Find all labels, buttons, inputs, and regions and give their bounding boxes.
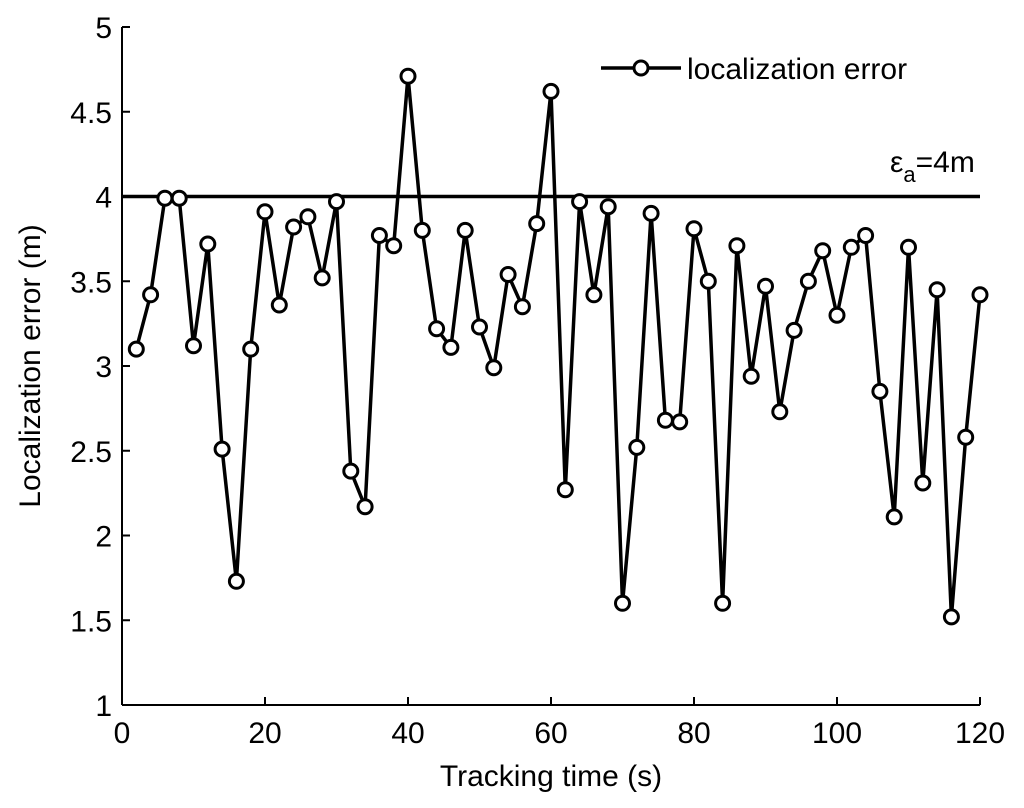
data-point [957,428,975,446]
data-point [799,272,817,290]
y-tick-label: 3 [95,351,112,384]
x-tick-label: 20 [248,717,281,750]
data-point [185,337,202,355]
x-tick-label: 60 [534,717,567,750]
y-tick-label: 5 [95,12,112,45]
data-point [513,298,531,316]
x-tick-label: 120 [955,717,1005,750]
data-point [656,411,674,429]
data-point [642,204,660,222]
data-point [270,296,288,314]
data-point [399,67,417,85]
data-point [942,608,960,626]
data-point [227,572,245,590]
data-point [199,235,217,253]
data-point [842,238,860,256]
y-tick-label: 4.5 [70,97,112,130]
data-point [213,440,231,458]
legend-marker [632,59,650,77]
data-point [828,306,846,324]
data-point [342,462,360,480]
y-tick-label: 2.5 [70,436,112,469]
data-point [900,238,917,256]
data-point [456,221,474,239]
reference-label-epsilon: ε [890,146,903,179]
y-tick-label: 4 [95,182,112,215]
data-point [785,321,803,339]
data-point [928,281,946,299]
legend: localization error [601,53,907,86]
x-tick-label: 80 [677,717,710,750]
series-line [134,76,982,618]
data-point [728,237,746,255]
data-point [714,594,732,612]
data-point [385,237,403,255]
data-point [556,481,574,499]
data-point [585,286,603,304]
data-point [156,189,174,207]
x-axis-label: Tracking time (s) [440,760,662,793]
data-point [671,413,689,431]
reference-line-label: εa=4m [890,146,975,187]
data-point [628,438,646,456]
data-point [971,286,989,304]
x-tick-label: 0 [114,717,131,750]
data-point [614,594,631,612]
data-point [328,193,345,211]
y-tick-label: 3.5 [70,266,112,299]
y-tick-label: 1.5 [70,605,112,638]
data-point [471,318,488,336]
data-point [242,340,260,358]
data-point [170,189,188,207]
x-tick-label: 100 [812,717,862,750]
data-point [442,338,460,356]
data-point [885,508,903,526]
data-point [814,242,832,260]
data-point [699,272,717,290]
data-point [256,203,274,221]
series-group [127,67,989,626]
data-point [571,193,589,211]
data-point [499,266,517,283]
x-tick-label: 40 [391,717,424,750]
y-tick-label: 2 [95,521,112,554]
axes: 0 20 40 60 80 100 120 1 1.5 2 2.5 3 3.5 4 4.5 5 [70,12,1005,750]
y-tick-label: 1 [95,690,112,723]
data-point [299,208,317,226]
data-point [857,227,875,244]
reference-label-value: =4m [916,146,975,179]
data-point [370,227,388,244]
data-point [127,340,145,358]
data-point [542,82,560,100]
legend-label: localization error [687,53,907,86]
data-point [285,218,303,236]
reference-label-subscript: a [903,162,916,187]
data-point [413,221,431,239]
data-point [757,277,774,295]
data-point [485,359,503,377]
data-point [871,382,889,400]
data-point [313,269,331,287]
data-point [142,286,160,304]
data-point [356,498,374,516]
data-point [914,474,932,492]
data-point [428,320,446,338]
y-axis-label: Localization error (m) [14,224,47,507]
data-point [685,220,703,238]
data-point [742,367,760,385]
data-point [599,198,617,216]
data-point [528,215,546,233]
data-point [771,403,789,421]
